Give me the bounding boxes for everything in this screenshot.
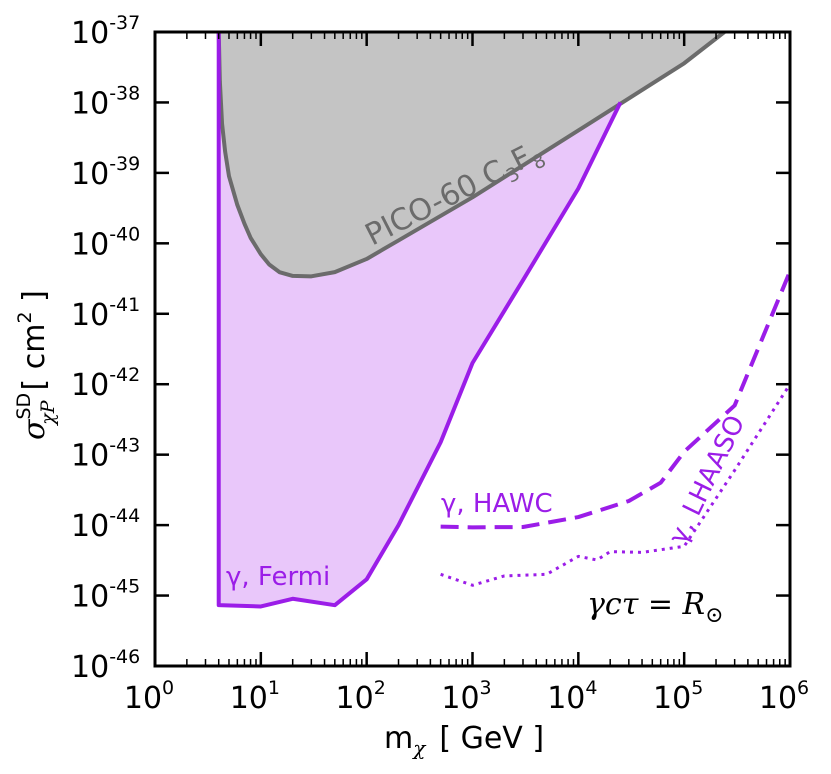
x-tick-label: 104 <box>547 677 597 716</box>
y-tick-label: 10-45 <box>71 576 140 615</box>
hawc-series-label: γ, HAWC <box>441 489 553 519</box>
y-tick-label: 10-41 <box>71 294 140 333</box>
pico-excluded-region <box>218 32 725 277</box>
x-tick-label: 102 <box>336 677 386 716</box>
x-tick-label: 105 <box>653 677 703 716</box>
y-tick-label: 10-44 <box>71 505 140 544</box>
x-tick-label: 106 <box>759 677 809 716</box>
y-tick-label: 10-39 <box>71 153 140 192</box>
series-line-fermi <box>216 32 623 609</box>
x-tick-label: 103 <box>441 677 491 716</box>
series-line-hawc <box>440 270 790 530</box>
fermi-excluded-region <box>218 32 621 607</box>
y-tick-label: 10-43 <box>71 435 140 474</box>
x-tick-label: 100 <box>124 677 174 716</box>
y-axis-label: σSD χP[ cm2 ] <box>13 290 59 440</box>
y-tick-label: 10-37 <box>71 12 140 51</box>
y-tick-label: 10-38 <box>71 82 140 121</box>
series-line-lhaaso <box>440 383 790 587</box>
y-tick-label: 10-46 <box>71 646 140 685</box>
series-line-pico-60-c3f8 <box>216 32 726 279</box>
y-tick-label: 10-42 <box>71 364 140 403</box>
y-tick-label: 10-40 <box>71 223 140 262</box>
fermi-series-label: γ, Fermi <box>226 562 330 592</box>
x-tick-label: 101 <box>230 677 280 716</box>
x-axis-label: mχ[ GeV ] <box>384 721 544 760</box>
decay-length-annotation: γcτ = R⊙ <box>587 587 724 628</box>
